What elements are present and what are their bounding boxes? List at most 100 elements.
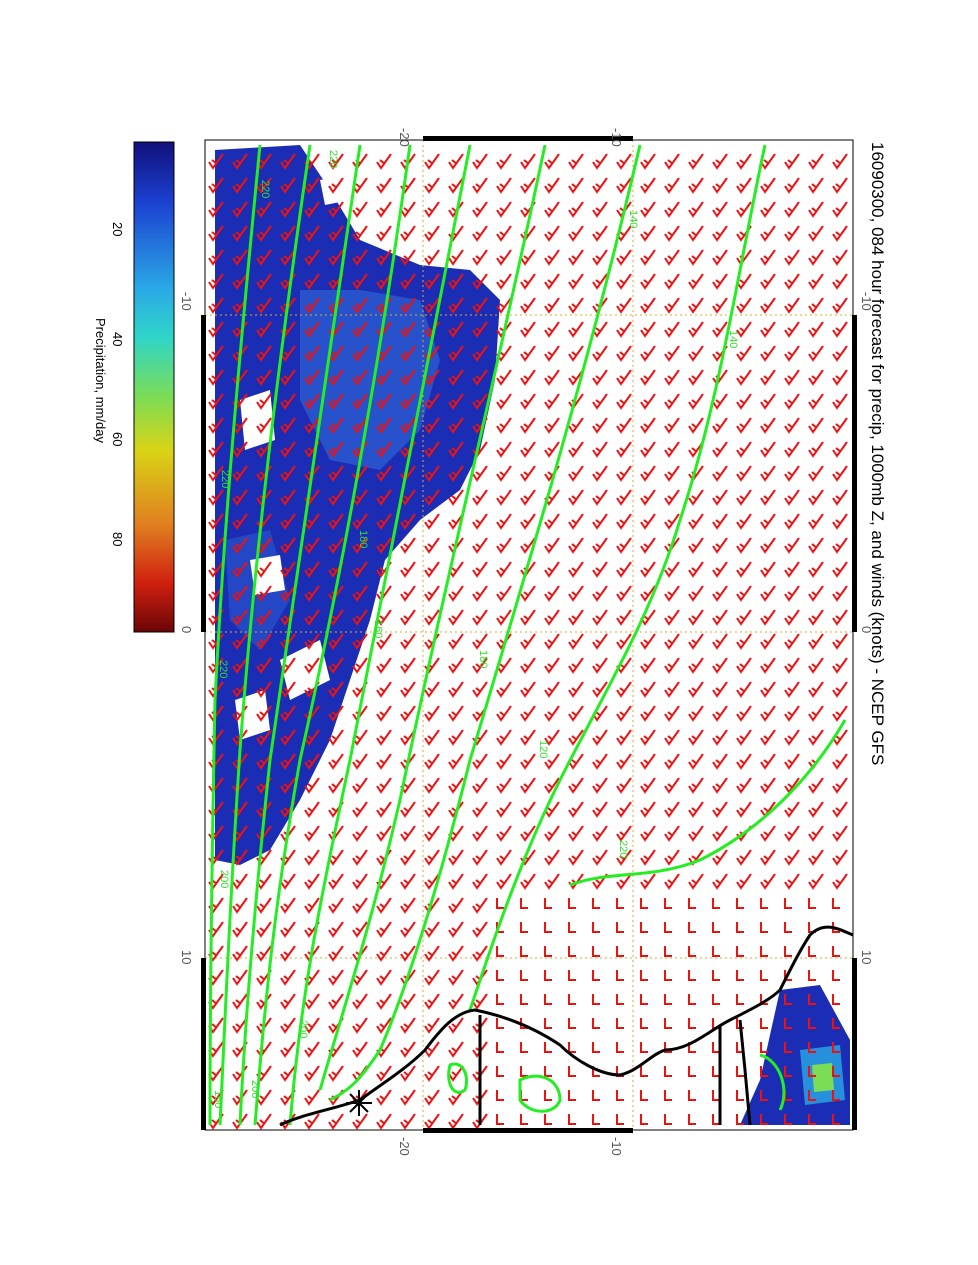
wind-barb bbox=[304, 801, 320, 818]
wind-barb bbox=[544, 1090, 552, 1101]
wind-barb bbox=[376, 1089, 392, 1106]
wind-barb bbox=[736, 633, 752, 650]
wind-barb bbox=[712, 681, 728, 698]
wind-barb bbox=[304, 633, 320, 650]
wind-barb bbox=[400, 1089, 416, 1106]
wind-barb bbox=[616, 681, 632, 698]
wind-barb bbox=[544, 393, 560, 410]
wind-barb bbox=[616, 1018, 624, 1029]
wind-barb bbox=[568, 345, 584, 362]
wind-barb bbox=[808, 441, 824, 458]
wind-barb bbox=[448, 417, 464, 434]
wind-barb bbox=[352, 801, 368, 818]
wind-barb bbox=[808, 1090, 816, 1101]
wind-barb bbox=[304, 1041, 320, 1058]
wind-barb bbox=[784, 705, 800, 722]
wind-barb bbox=[448, 585, 464, 602]
wind-barb bbox=[808, 970, 816, 981]
wind-barb bbox=[376, 633, 392, 650]
wind-barb bbox=[568, 489, 584, 506]
station-marker bbox=[346, 1090, 372, 1116]
wind-barb bbox=[616, 585, 632, 602]
wind-barb bbox=[544, 177, 560, 194]
wind-barb bbox=[664, 225, 680, 242]
wind-barb bbox=[472, 777, 488, 794]
wind-barb bbox=[328, 969, 344, 986]
wind-barb bbox=[688, 225, 704, 242]
wind-barb bbox=[448, 153, 464, 170]
wind-barb bbox=[472, 825, 488, 842]
wind-barb bbox=[328, 729, 344, 746]
wind-barb bbox=[544, 994, 552, 1005]
wind-barb bbox=[304, 393, 320, 410]
wind-barb bbox=[688, 1114, 696, 1125]
wind-barb bbox=[688, 633, 704, 650]
wind-barb bbox=[232, 921, 248, 938]
wind-barb bbox=[424, 561, 440, 578]
wind-barb bbox=[832, 177, 848, 194]
wind-barb bbox=[280, 489, 296, 506]
wind-barb bbox=[688, 873, 704, 890]
wind-barb bbox=[760, 1042, 768, 1053]
wind-barb bbox=[712, 585, 728, 602]
colorbar-tick: 80 bbox=[110, 532, 125, 546]
wind-barb bbox=[424, 729, 440, 746]
wind-barb bbox=[736, 657, 752, 674]
wind-barb bbox=[616, 417, 632, 434]
wind-barb bbox=[688, 946, 696, 957]
wind-barb bbox=[448, 177, 464, 194]
wind-barb bbox=[688, 153, 704, 170]
wind-barb bbox=[448, 345, 464, 362]
wind-barb bbox=[472, 225, 488, 242]
wind-barb bbox=[232, 897, 248, 914]
wind-barb bbox=[352, 297, 368, 314]
wind-barb bbox=[232, 561, 248, 578]
wind-barb bbox=[712, 489, 728, 506]
wind-barb bbox=[688, 801, 704, 818]
wind-barb bbox=[256, 369, 272, 386]
right-tick-label: -10 bbox=[859, 292, 874, 311]
wind-barb bbox=[760, 922, 768, 933]
wind-barb bbox=[280, 993, 296, 1010]
wind-barb bbox=[664, 201, 680, 218]
wind-barb bbox=[256, 753, 272, 770]
wind-barb bbox=[376, 1065, 392, 1082]
wind-barb bbox=[232, 1017, 248, 1034]
wind-barb bbox=[424, 1065, 440, 1082]
contour-label: 220 bbox=[259, 180, 271, 198]
wind-barb bbox=[640, 345, 656, 362]
wind-barb bbox=[520, 465, 536, 482]
wind-barb bbox=[448, 921, 464, 938]
plot-title: 16090300, 084 hour forecast for precip, … bbox=[868, 142, 887, 765]
wind-barb bbox=[760, 273, 776, 290]
wind-barb bbox=[424, 705, 440, 722]
wind-barb bbox=[352, 921, 368, 938]
bottom-tick-label: -20 bbox=[397, 1137, 412, 1156]
wind-barb bbox=[424, 825, 440, 842]
wind-barb bbox=[472, 945, 488, 962]
wind-barb bbox=[256, 633, 272, 650]
wind-barb bbox=[760, 465, 776, 482]
wind-barb bbox=[208, 321, 224, 338]
wind-barb bbox=[376, 777, 392, 794]
wind-barb bbox=[520, 994, 528, 1005]
wind-barb bbox=[304, 513, 320, 530]
wind-barb bbox=[496, 825, 512, 842]
wind-barb bbox=[400, 417, 416, 434]
wind-barb bbox=[208, 177, 224, 194]
wind-barb bbox=[544, 825, 560, 842]
wind-barb bbox=[424, 153, 440, 170]
wind-barb bbox=[688, 970, 696, 981]
wind-barb bbox=[520, 729, 536, 746]
wind-barb bbox=[520, 825, 536, 842]
wind-barb bbox=[784, 1018, 792, 1029]
wind-barb bbox=[256, 585, 272, 602]
right-tick-label: 10 bbox=[859, 950, 874, 964]
wind-barb bbox=[568, 177, 584, 194]
wind-barb bbox=[688, 345, 704, 362]
wind-barb bbox=[520, 801, 536, 818]
wind-barb bbox=[592, 849, 608, 866]
wind-barb bbox=[784, 249, 800, 266]
wind-barb bbox=[592, 633, 608, 650]
wind-barb bbox=[784, 994, 792, 1005]
